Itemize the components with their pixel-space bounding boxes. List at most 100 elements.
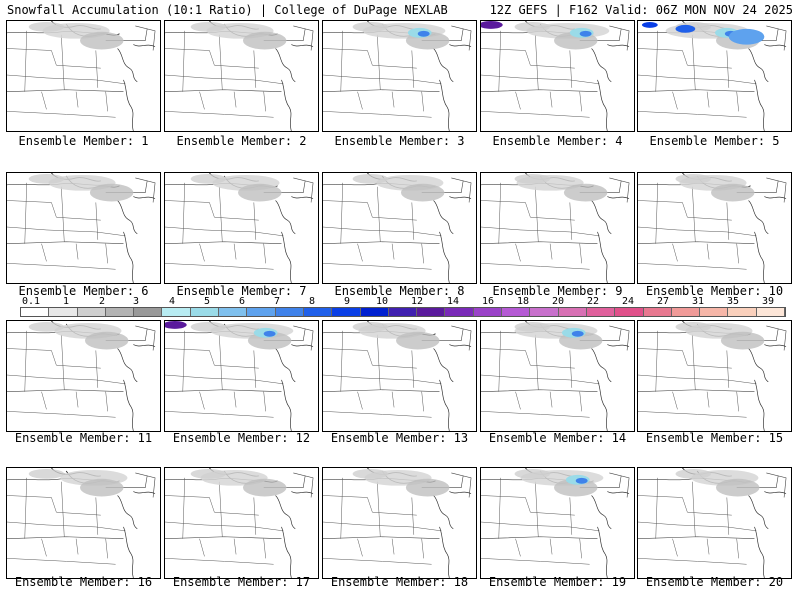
colorbar-tick-label: 7 bbox=[273, 296, 281, 307]
member-caption: Ensemble Member: 14 bbox=[488, 431, 627, 445]
member-caption: Ensemble Member: 16 bbox=[14, 575, 153, 589]
snowfall-map bbox=[481, 21, 634, 131]
colorbar-swatch bbox=[473, 308, 503, 316]
colorbar-tick-label: 35 bbox=[726, 296, 740, 307]
colorbar-swatch bbox=[190, 308, 220, 316]
colorbar-swatch bbox=[445, 308, 474, 316]
snowfall-map bbox=[481, 468, 634, 578]
snowfall-map bbox=[165, 321, 318, 431]
colorbar-tick-label: 2 bbox=[98, 296, 106, 307]
colorbar-tick-label: 16 bbox=[481, 296, 495, 307]
member-map-panel bbox=[480, 20, 635, 132]
member-map-panel bbox=[164, 20, 319, 132]
colorbar-tick-label: 27 bbox=[656, 296, 670, 307]
colorbar-tick-label: 6 bbox=[238, 296, 246, 307]
colorbar-tick-label: 24 bbox=[621, 296, 635, 307]
colorbar-swatch bbox=[615, 308, 644, 316]
member-map-panel bbox=[6, 20, 161, 132]
snowfall-map bbox=[7, 21, 160, 131]
colorbar-swatch bbox=[360, 308, 389, 316]
snowfall-map bbox=[323, 173, 476, 283]
colorbar-swatch bbox=[49, 308, 78, 316]
colorbar-swatch bbox=[728, 308, 757, 316]
colorbar-swatch bbox=[643, 308, 672, 316]
colorbar-tick-label: 5 bbox=[203, 296, 211, 307]
colorbar-tick-label: 9 bbox=[343, 296, 351, 307]
member-caption: Ensemble Member: 10 bbox=[645, 284, 784, 298]
colorbar-tick-label: 10 bbox=[375, 296, 389, 307]
member-caption: Ensemble Member: 11 bbox=[14, 431, 153, 445]
member-map-panel bbox=[480, 320, 635, 432]
colorbar-swatch bbox=[162, 308, 191, 316]
snowfall-map bbox=[638, 21, 791, 131]
member-map-panel bbox=[322, 172, 477, 284]
chart-title: Snowfall Accumulation (10:1 Ratio) | Col… bbox=[7, 3, 448, 17]
colorbar-tick-label: 18 bbox=[516, 296, 530, 307]
member-map-panel bbox=[164, 467, 319, 579]
snowfall-map bbox=[481, 321, 634, 431]
colorbar-swatch bbox=[275, 308, 304, 316]
snowfall-map bbox=[638, 321, 791, 431]
colorbar-swatch bbox=[332, 308, 361, 316]
colorbar-swatch bbox=[671, 308, 701, 316]
colorbar-tick-label: 31 bbox=[691, 296, 705, 307]
colorbar-swatch bbox=[586, 308, 616, 316]
snowfall-map bbox=[323, 21, 476, 131]
member-caption: Ensemble Member: 9 bbox=[492, 284, 623, 298]
member-map-panel bbox=[6, 320, 161, 432]
member-map-panel bbox=[637, 20, 792, 132]
member-caption: Ensemble Member: 8 bbox=[334, 284, 465, 298]
colorbar-tick-label: 1 bbox=[62, 296, 70, 307]
colorbar-swatch bbox=[105, 308, 135, 316]
colorbar-tick-label: 20 bbox=[551, 296, 565, 307]
member-map-panel bbox=[480, 172, 635, 284]
member-map-panel bbox=[637, 320, 792, 432]
colorbar-swatch bbox=[134, 308, 163, 316]
snowfall-map bbox=[165, 173, 318, 283]
member-caption: Ensemble Member: 5 bbox=[649, 134, 780, 148]
member-caption: Ensemble Member: 7 bbox=[176, 284, 307, 298]
colorbar-labels: 0.1 1 2 3 4 5 6 7 8 9 10 12 14 16 18 20 22 24 27 31 35 39 bbox=[20, 296, 786, 308]
member-caption: Ensemble Member: 15 bbox=[645, 431, 784, 445]
member-caption: Ensemble Member: 3 bbox=[334, 134, 465, 148]
snowfall-map bbox=[323, 321, 476, 431]
colorbar-tick-label: 3 bbox=[132, 296, 140, 307]
member-map-panel bbox=[6, 467, 161, 579]
snowfall-map bbox=[7, 468, 160, 578]
colorbar-swatch bbox=[303, 308, 333, 316]
colorbar-swatch bbox=[21, 308, 50, 316]
member-map-panel bbox=[164, 172, 319, 284]
colorbar-swatch bbox=[700, 308, 729, 316]
member-map-panel bbox=[164, 320, 319, 432]
colorbar-tick-label: 39 bbox=[761, 296, 775, 307]
member-caption: Ensemble Member: 20 bbox=[645, 575, 784, 589]
snowfall-map bbox=[7, 321, 160, 431]
member-map-panel bbox=[637, 467, 792, 579]
colorbar-swatch bbox=[530, 308, 559, 316]
member-caption: Ensemble Member: 18 bbox=[330, 575, 469, 589]
snowfall-map bbox=[323, 468, 476, 578]
snowfall-map bbox=[165, 468, 318, 578]
colorbar-tick-label: 4 bbox=[168, 296, 176, 307]
colorbar-tick-label: 0.1 bbox=[21, 296, 41, 307]
colorbar-swatch bbox=[77, 308, 106, 316]
member-caption: Ensemble Member: 1 bbox=[18, 134, 149, 148]
member-caption: Ensemble Member: 12 bbox=[172, 431, 311, 445]
member-map-panel bbox=[637, 172, 792, 284]
colorbar-swatch bbox=[388, 308, 418, 316]
snowfall-map bbox=[638, 468, 791, 578]
colorbar-swatch bbox=[558, 308, 587, 316]
member-map-panel bbox=[322, 320, 477, 432]
snowfall-map bbox=[7, 173, 160, 283]
colorbar-swatch bbox=[417, 308, 446, 316]
member-map-panel bbox=[480, 467, 635, 579]
colorbar-tick-label: 12 bbox=[410, 296, 424, 307]
snowfall-map bbox=[165, 21, 318, 131]
colorbar-swatch bbox=[247, 308, 276, 316]
member-map-panel bbox=[6, 172, 161, 284]
colorbar bbox=[20, 307, 786, 317]
member-caption: Ensemble Member: 4 bbox=[492, 134, 623, 148]
snowfall-map bbox=[638, 173, 791, 283]
colorbar-swatch bbox=[502, 308, 531, 316]
member-caption: Ensemble Member: 17 bbox=[172, 575, 311, 589]
